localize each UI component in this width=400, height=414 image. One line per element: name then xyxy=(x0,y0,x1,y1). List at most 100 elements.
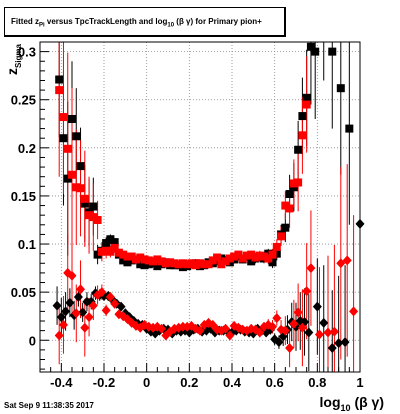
diamond-marker xyxy=(78,307,88,318)
square-marker xyxy=(110,243,119,252)
diamond-marker xyxy=(306,263,316,274)
diamond-marker xyxy=(323,327,333,338)
square-marker xyxy=(260,252,268,261)
square-marker xyxy=(123,252,132,261)
square-marker xyxy=(106,235,115,244)
square-marker xyxy=(110,238,119,247)
y-tick-label: 0.05 xyxy=(11,285,36,300)
square-marker xyxy=(114,248,123,257)
square-marker xyxy=(213,253,222,262)
square-marker xyxy=(76,162,85,171)
square-marker xyxy=(328,47,337,56)
square-marker xyxy=(89,213,98,222)
square-marker xyxy=(281,223,290,232)
square-marker xyxy=(59,134,68,143)
square-marker xyxy=(55,86,64,95)
square-marker xyxy=(166,258,175,267)
y-axis-title-main: z xyxy=(4,68,20,75)
grid xyxy=(40,42,360,372)
square-marker xyxy=(311,47,320,56)
chart-title-suffix: (β γ) for Primary pion+ xyxy=(174,17,262,26)
y-tick-label: 0 xyxy=(29,333,36,348)
diamond-marker xyxy=(221,323,231,334)
square-marker xyxy=(221,257,230,266)
square-marker xyxy=(234,250,243,259)
x-tick-label: 1 xyxy=(356,375,363,390)
square-marker xyxy=(336,84,345,93)
diamond-marker xyxy=(225,330,235,341)
square-marker xyxy=(242,251,251,260)
diamond-marker xyxy=(293,307,303,318)
x-tick-label: 0 xyxy=(143,375,150,390)
square-marker xyxy=(97,247,106,256)
square-marker xyxy=(277,232,286,241)
square-marker xyxy=(294,145,303,154)
x-tick-label: -0.4 xyxy=(50,375,73,390)
square-marker xyxy=(63,174,72,183)
square-marker xyxy=(102,239,111,248)
diamond-marker xyxy=(195,325,205,336)
diamond-marker xyxy=(289,318,299,329)
square-marker xyxy=(136,260,145,269)
square-marker xyxy=(204,260,213,269)
square-marker xyxy=(140,255,149,264)
square-marker xyxy=(170,259,179,268)
square-marker xyxy=(187,259,196,268)
square-marker xyxy=(72,132,81,141)
square-marker xyxy=(106,247,115,256)
chart-title-sub2: 10 xyxy=(167,22,175,29)
square-marker xyxy=(247,257,256,266)
x-tick-label: 0.8 xyxy=(308,375,326,390)
y-tick-label: 0.2 xyxy=(18,141,36,156)
diamond-marker xyxy=(302,286,312,297)
diamond-marker xyxy=(58,319,68,330)
diamond-marker xyxy=(71,308,81,319)
square-marker xyxy=(191,261,200,270)
square-marker xyxy=(63,144,72,153)
square-marker xyxy=(123,258,132,267)
timestamp: Sat Sep 9 11:38:35 2017 xyxy=(4,401,94,410)
square-marker xyxy=(80,199,89,208)
diamond-marker xyxy=(329,326,339,337)
x-axis-title-main: log xyxy=(320,394,341,410)
square-marker xyxy=(132,255,140,264)
square-marker xyxy=(149,257,158,266)
square-marker xyxy=(208,256,217,265)
diamond-marker xyxy=(314,329,324,340)
square-marker xyxy=(255,251,264,260)
diamond-marker xyxy=(67,270,77,281)
diamond-marker xyxy=(334,338,344,349)
square-marker xyxy=(119,256,128,265)
diamond-marker xyxy=(88,300,98,311)
diamond-marker xyxy=(340,337,350,348)
square-marker xyxy=(144,256,153,265)
square-marker xyxy=(89,202,98,211)
chart-title-box: Fitted zPi versus TpcTrackLength and log… xyxy=(4,7,286,37)
y-tick-label: 0.25 xyxy=(11,93,36,108)
square-marker xyxy=(157,257,166,266)
square-marker xyxy=(225,254,234,263)
diamond-marker xyxy=(65,297,75,308)
square-marker xyxy=(183,260,192,269)
data-markers xyxy=(52,42,365,353)
chart-title-prefix: Fitted z xyxy=(11,17,39,26)
y-tick-label: 0.3 xyxy=(18,45,36,60)
square-marker xyxy=(272,242,281,251)
square-marker xyxy=(302,93,311,102)
square-marker xyxy=(298,131,307,140)
diamond-marker xyxy=(54,330,64,341)
square-marker xyxy=(127,252,136,261)
square-marker xyxy=(68,114,76,123)
x-tick-label: 0.4 xyxy=(223,375,242,390)
diamond-marker xyxy=(327,342,337,353)
square-marker xyxy=(294,178,303,187)
x-axis-title: log10 (β γ) xyxy=(320,394,384,413)
square-marker xyxy=(302,100,311,109)
square-marker xyxy=(76,184,85,193)
square-marker xyxy=(268,258,277,267)
x-tick-label: -0.2 xyxy=(93,375,115,390)
square-marker xyxy=(217,254,226,263)
y-tick-label: 0.1 xyxy=(18,237,36,252)
diamond-marker xyxy=(285,342,295,353)
